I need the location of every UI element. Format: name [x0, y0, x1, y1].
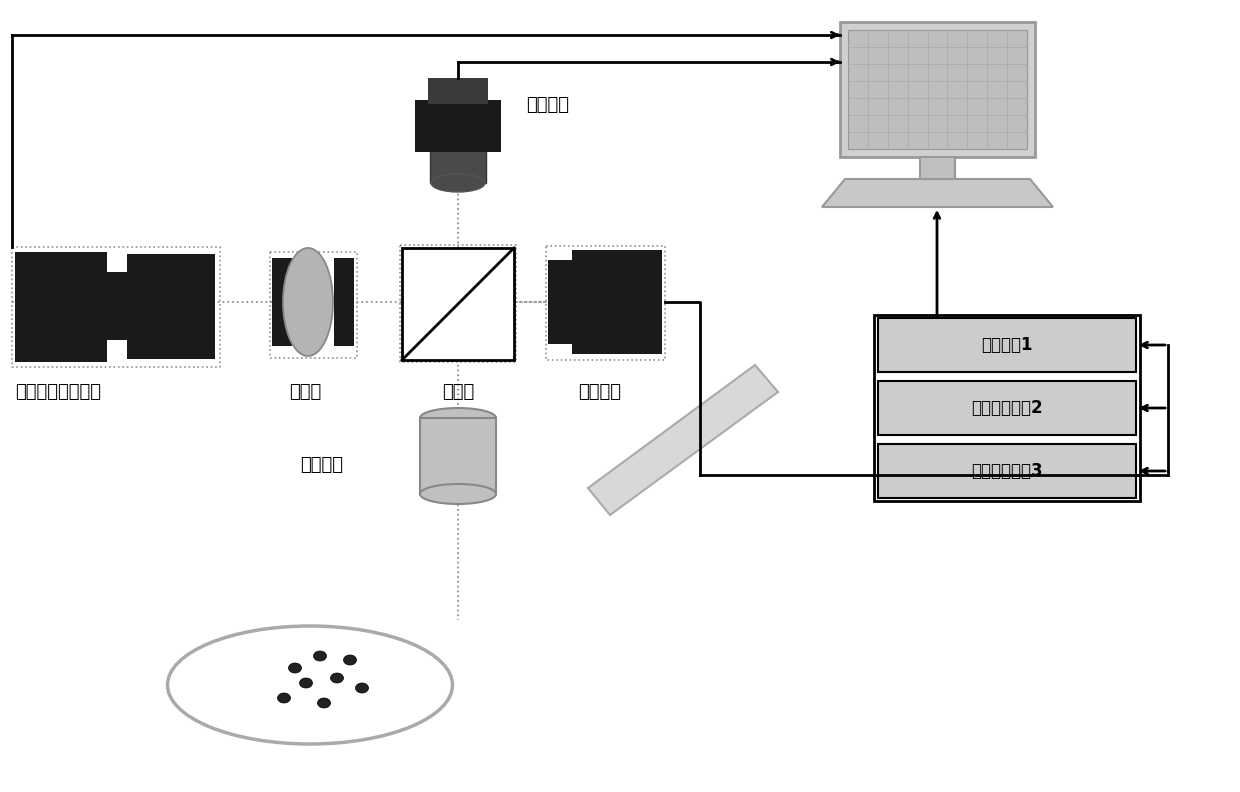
Ellipse shape: [300, 678, 312, 688]
Text: 荧光激发光源3: 荧光激发光源3: [971, 462, 1043, 480]
Bar: [920, 157, 955, 179]
Text: 白光光源1: 白光光源1: [981, 336, 1033, 354]
Ellipse shape: [317, 698, 331, 708]
Text: 分光镜: 分光镜: [441, 383, 474, 401]
Ellipse shape: [167, 626, 453, 744]
Bar: [15, 252, 107, 362]
Bar: [878, 381, 1136, 435]
Bar: [839, 22, 1035, 157]
Bar: [878, 444, 1136, 498]
Bar: [126, 254, 215, 359]
Polygon shape: [588, 365, 777, 515]
Bar: [874, 315, 1140, 501]
Bar: [428, 78, 489, 104]
Bar: [430, 148, 486, 183]
Ellipse shape: [283, 248, 334, 356]
Text: 滤光轮: 滤光轮: [289, 383, 321, 401]
Ellipse shape: [331, 673, 343, 683]
Text: 高速相机: 高速相机: [579, 383, 621, 401]
Ellipse shape: [343, 655, 357, 665]
Ellipse shape: [314, 651, 326, 661]
Bar: [878, 318, 1136, 372]
Ellipse shape: [356, 683, 368, 693]
Ellipse shape: [278, 693, 290, 703]
Ellipse shape: [420, 484, 496, 504]
Ellipse shape: [420, 408, 496, 428]
Ellipse shape: [289, 663, 301, 673]
Bar: [848, 30, 1027, 149]
Polygon shape: [822, 179, 1053, 207]
Bar: [107, 272, 126, 340]
Bar: [402, 248, 515, 360]
Bar: [548, 260, 572, 344]
Bar: [334, 258, 353, 346]
Bar: [420, 418, 496, 494]
Bar: [272, 258, 291, 346]
Ellipse shape: [432, 174, 485, 192]
Bar: [572, 250, 662, 354]
Text: 相干激光光源2: 相干激光光源2: [971, 399, 1043, 417]
Bar: [415, 100, 501, 152]
Text: 高灵敏度冷却相机: 高灵敏度冷却相机: [15, 383, 100, 401]
Text: 彩色相机: 彩色相机: [526, 96, 569, 114]
Text: 成像镜头: 成像镜头: [300, 456, 343, 474]
